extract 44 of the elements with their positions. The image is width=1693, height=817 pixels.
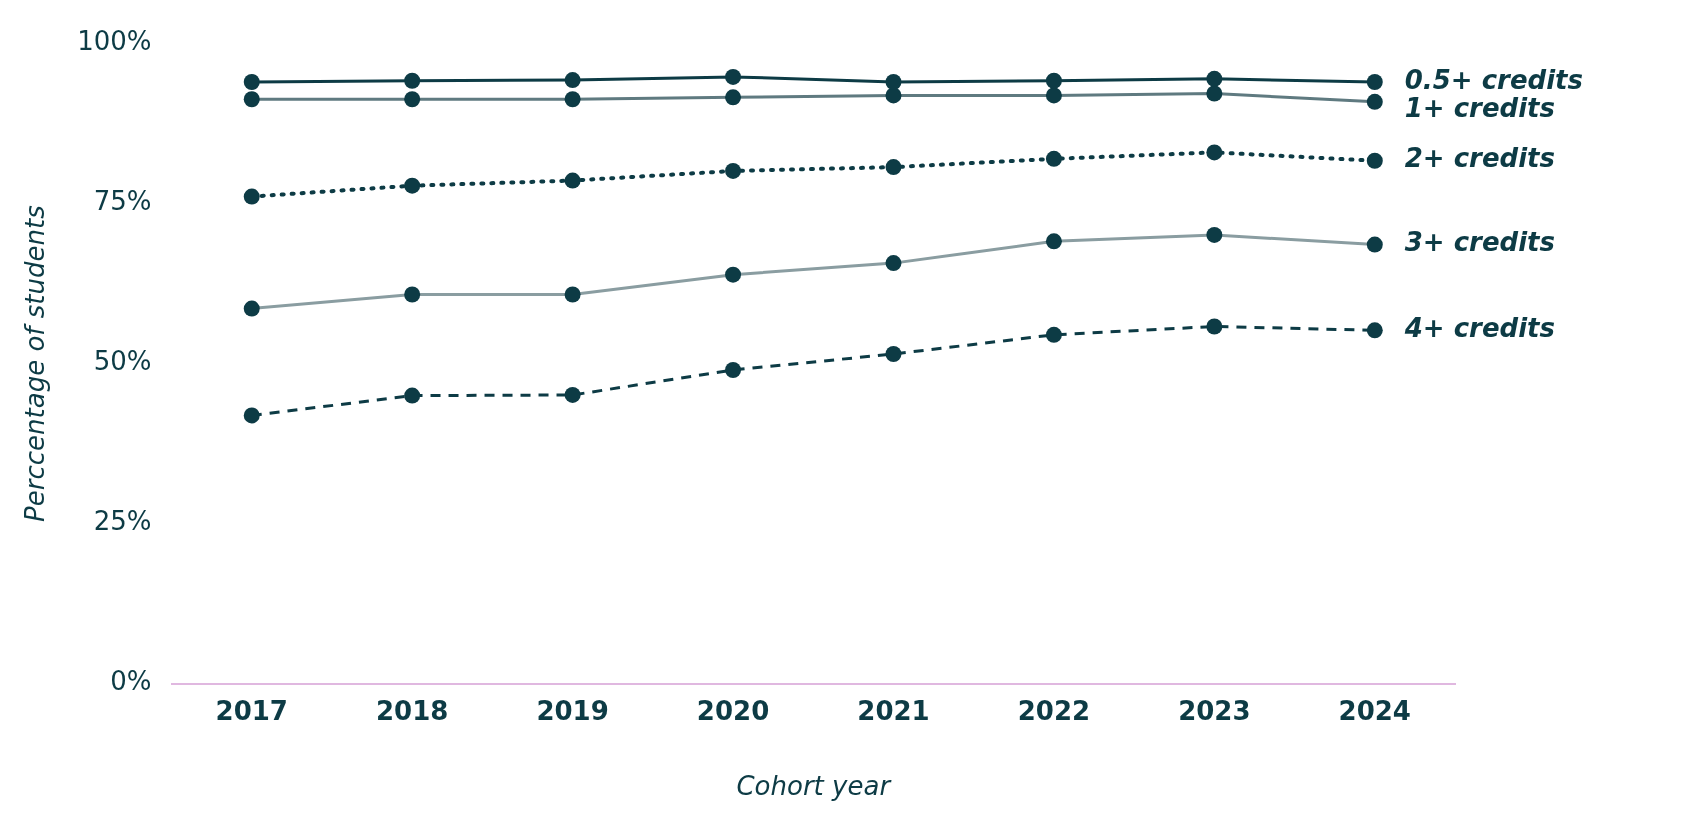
x-tick-label: 2023 bbox=[1178, 695, 1251, 726]
x-tick-label: 2018 bbox=[375, 695, 449, 726]
point bbox=[1045, 72, 1062, 89]
point bbox=[564, 386, 581, 403]
x-tick-label: 2020 bbox=[696, 695, 770, 726]
point bbox=[885, 74, 902, 90]
y-tick-label: 0% bbox=[110, 666, 152, 697]
point bbox=[1366, 74, 1383, 90]
point bbox=[404, 72, 421, 89]
series-label: 4+ credits bbox=[1403, 313, 1556, 344]
y-tick-label: 100% bbox=[77, 26, 152, 57]
point bbox=[404, 177, 421, 194]
point bbox=[885, 159, 902, 176]
point bbox=[1366, 322, 1383, 339]
point bbox=[1206, 318, 1223, 335]
point bbox=[1206, 144, 1223, 161]
point bbox=[404, 387, 421, 404]
series-label: 2+ credits bbox=[1404, 143, 1556, 174]
x-tick-label: 2017 bbox=[215, 695, 288, 726]
series-label: 1+ credits bbox=[1404, 92, 1556, 123]
point bbox=[1045, 326, 1062, 343]
point bbox=[1206, 70, 1223, 87]
x-axis-title: Cohort year bbox=[736, 771, 893, 802]
y-axis-title: Perccentage of students bbox=[20, 205, 51, 522]
point bbox=[1045, 150, 1062, 167]
y-tick-label: 25% bbox=[93, 506, 152, 537]
y-tick-label: 75% bbox=[93, 186, 152, 217]
point bbox=[564, 172, 581, 189]
point bbox=[564, 72, 581, 89]
x-tick-label: 2024 bbox=[1338, 695, 1411, 726]
point bbox=[885, 346, 902, 362]
point bbox=[725, 362, 742, 378]
x-tick-label: 2022 bbox=[1017, 695, 1091, 726]
point bbox=[725, 162, 742, 179]
series-label: 3+ credits bbox=[1404, 227, 1556, 258]
x-tick-label: 2021 bbox=[857, 695, 930, 726]
x-tick-label: 2019 bbox=[536, 695, 609, 726]
point bbox=[243, 407, 260, 424]
point bbox=[725, 68, 742, 85]
y-tick-label: 50% bbox=[93, 346, 152, 377]
point bbox=[243, 74, 260, 90]
series-label: 0.5+ credits bbox=[1404, 64, 1583, 95]
point bbox=[1366, 152, 1383, 169]
point bbox=[243, 188, 260, 205]
